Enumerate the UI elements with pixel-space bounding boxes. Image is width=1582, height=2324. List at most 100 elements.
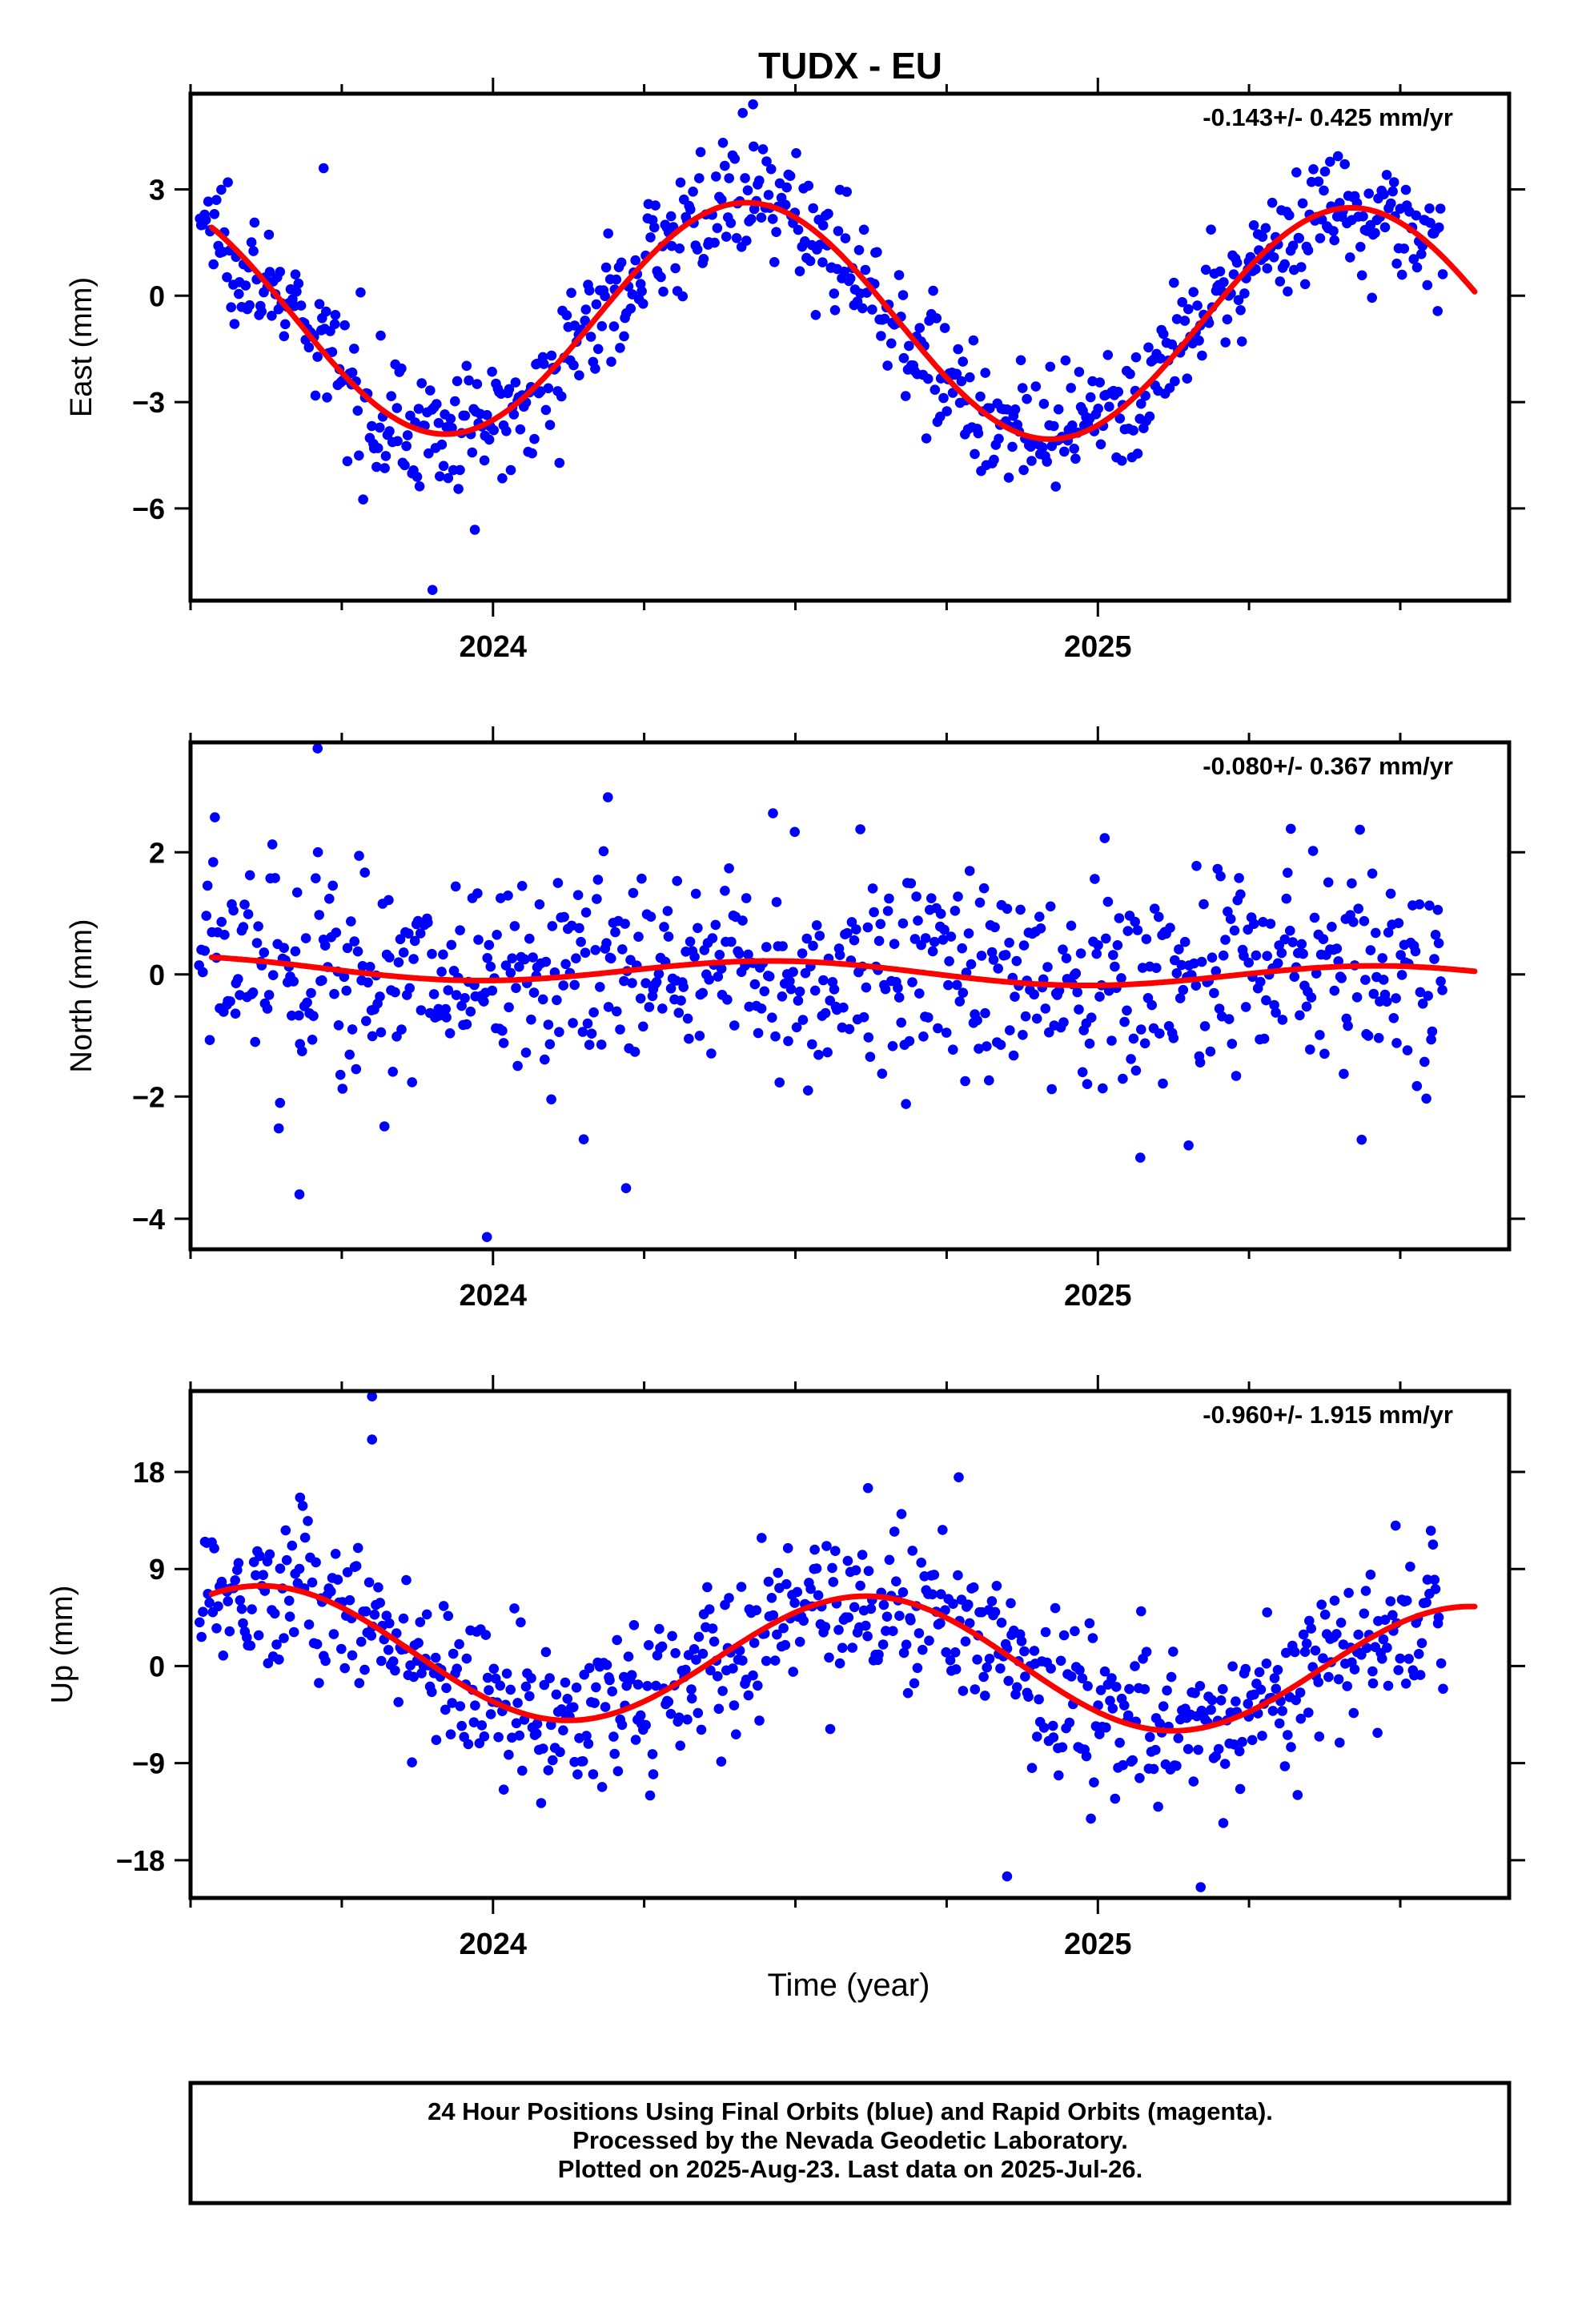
data-point <box>1006 1598 1016 1609</box>
data-point <box>1423 991 1433 1001</box>
east-panel: 2024 2025 3 0 −3 −6 East (mm) -0.143+/- 0.425 m… <box>65 78 1525 664</box>
data-point <box>395 934 406 945</box>
data-point <box>880 983 891 995</box>
data-point <box>1038 399 1050 409</box>
data-point <box>240 280 251 291</box>
data-point <box>591 299 602 310</box>
data-point <box>387 1656 399 1667</box>
data-point <box>264 267 275 277</box>
data-point <box>1379 1614 1391 1625</box>
data-point <box>1234 1746 1245 1757</box>
data-point <box>943 979 954 991</box>
data-point <box>980 368 990 378</box>
data-point <box>339 1663 351 1674</box>
data-point <box>1308 164 1319 175</box>
north-plot-frame <box>188 740 1512 1252</box>
data-point <box>576 936 586 947</box>
data-point <box>1219 277 1229 287</box>
data-point <box>651 1680 661 1691</box>
data-point <box>493 1731 504 1743</box>
data-point <box>560 1677 571 1688</box>
up-axis-label: Up (mm) <box>46 1586 79 1704</box>
data-point <box>751 1605 762 1615</box>
data-point <box>430 1652 441 1663</box>
data-point <box>741 893 752 903</box>
data-point <box>711 171 721 182</box>
data-point <box>726 936 737 947</box>
data-point <box>1118 1073 1128 1084</box>
data-point <box>608 321 620 332</box>
data-point <box>797 1015 809 1025</box>
east-axis-label: East (mm) <box>65 277 98 417</box>
data-point <box>1291 1695 1301 1706</box>
data-point <box>1335 1737 1345 1748</box>
data-point <box>238 1618 248 1629</box>
data-point <box>881 1626 891 1636</box>
data-point <box>230 1008 241 1019</box>
data-point <box>294 1563 305 1574</box>
data-point <box>1305 1044 1315 1055</box>
data-point <box>357 961 368 971</box>
data-point <box>1331 1629 1342 1639</box>
data-point <box>632 1679 644 1690</box>
data-point <box>452 1663 462 1674</box>
data-point <box>258 1570 269 1580</box>
data-point <box>600 291 610 302</box>
data-point <box>1218 950 1229 961</box>
data-point <box>991 1581 1002 1591</box>
data-point <box>656 271 666 283</box>
data-point <box>589 1698 600 1708</box>
data-point <box>303 342 315 353</box>
data-point <box>965 372 975 383</box>
data-point <box>609 1748 620 1759</box>
data-point <box>1140 390 1150 401</box>
data-point <box>1424 203 1435 214</box>
data-point <box>1022 393 1032 404</box>
data-point <box>526 1014 536 1025</box>
data-point <box>1016 1636 1027 1647</box>
data-point <box>1017 383 1028 393</box>
data-point <box>960 1076 970 1087</box>
data-point <box>636 286 647 297</box>
data-point <box>840 233 851 243</box>
data-point <box>384 1618 395 1629</box>
data-point <box>1195 1882 1206 1892</box>
data-point <box>714 950 725 960</box>
data-point <box>1104 401 1114 412</box>
data-point <box>619 331 629 342</box>
data-point <box>640 978 651 988</box>
data-point <box>1002 1871 1013 1882</box>
data-point <box>473 935 484 945</box>
data-point <box>211 1623 222 1634</box>
data-point <box>918 1031 929 1042</box>
data-point <box>863 1566 874 1576</box>
data-point <box>407 1757 417 1767</box>
data-point <box>693 923 703 934</box>
y-tick-label: 0 <box>149 1650 165 1683</box>
data-point <box>659 922 669 932</box>
data-point <box>728 1663 738 1674</box>
data-point <box>1139 1684 1150 1695</box>
data-point <box>1141 934 1152 944</box>
data-point <box>337 1084 348 1094</box>
data-point <box>1251 950 1262 961</box>
data-point <box>514 1730 525 1741</box>
data-point <box>984 1654 995 1664</box>
x-tick-label: 2024 <box>460 630 528 664</box>
data-point <box>1277 1706 1287 1716</box>
data-point <box>400 460 410 471</box>
data-point <box>923 1012 934 1023</box>
data-point <box>692 244 703 255</box>
data-point <box>938 1525 948 1535</box>
data-point <box>716 1756 727 1767</box>
data-point <box>1329 1595 1340 1606</box>
data-point <box>1438 1683 1448 1695</box>
data-point <box>781 182 792 193</box>
data-point <box>884 893 894 904</box>
data-point <box>1066 1671 1077 1682</box>
data-point <box>574 370 584 381</box>
data-point <box>1268 252 1279 263</box>
data-point <box>1003 1675 1014 1687</box>
data-point <box>724 1593 734 1603</box>
data-point <box>1296 262 1307 272</box>
